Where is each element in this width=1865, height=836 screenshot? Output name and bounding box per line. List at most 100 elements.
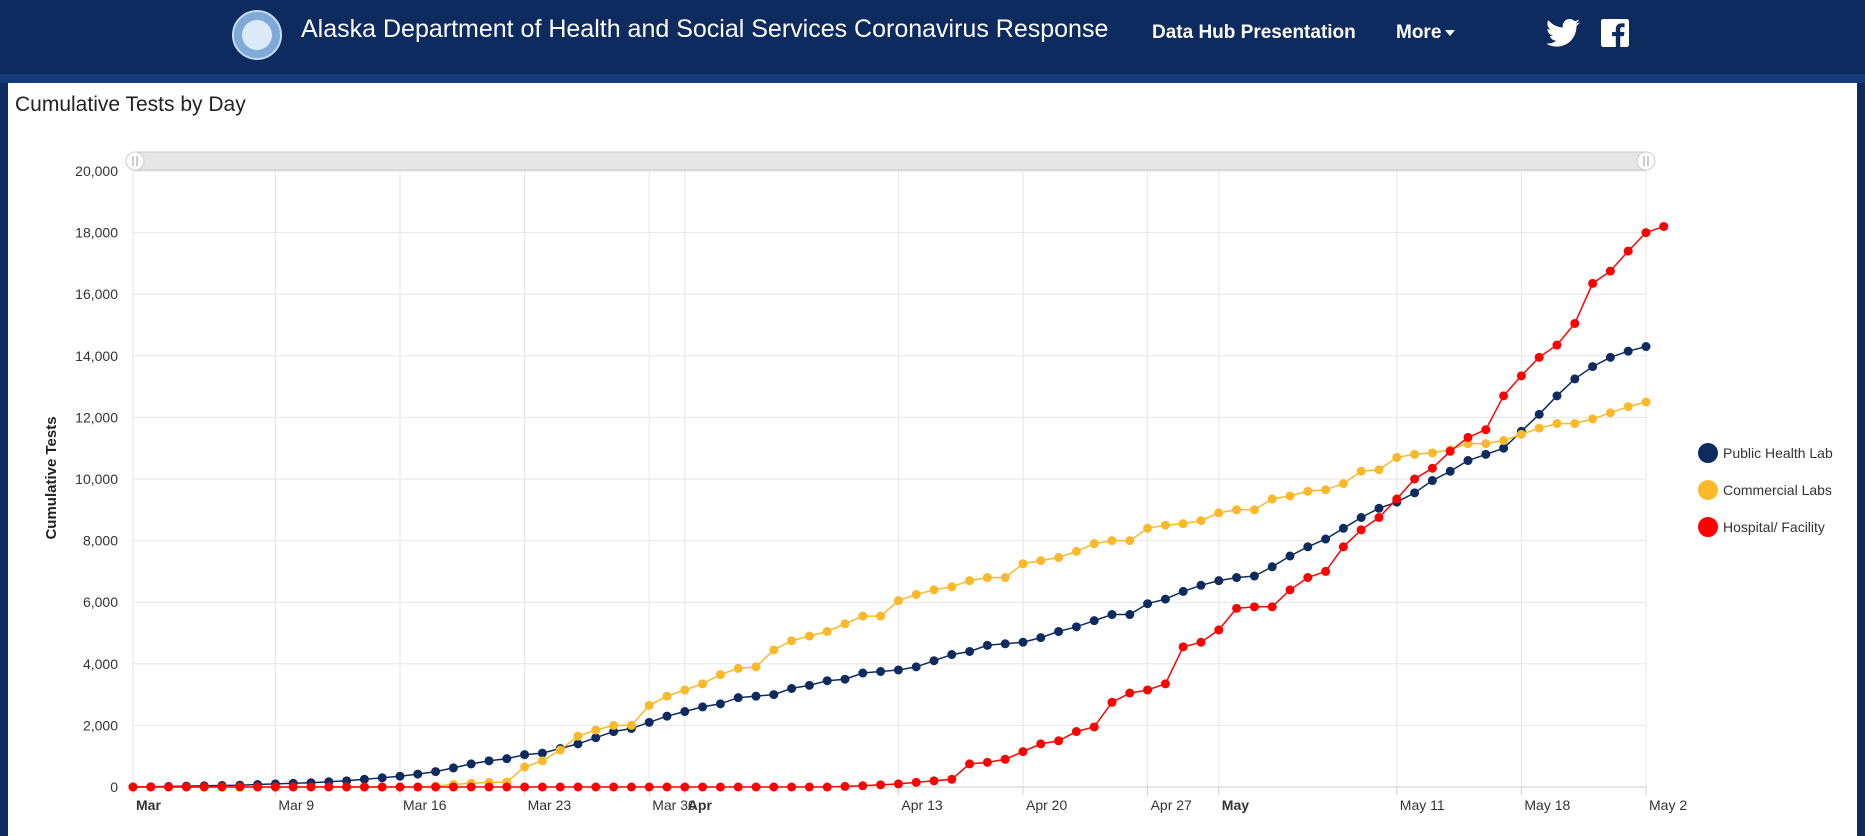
commercial-labs-data-point[interactable] — [626, 720, 636, 730]
hospital-facility-data-point[interactable] — [1463, 432, 1473, 442]
hospital-facility-data-point[interactable] — [1285, 585, 1295, 595]
public-health-lab-data-point[interactable] — [1641, 342, 1651, 352]
hospital-facility-data-point[interactable] — [1481, 425, 1491, 435]
hospital-facility-data-point[interactable] — [787, 782, 797, 792]
public-health-lab-data-point[interactable] — [947, 650, 957, 660]
public-health-lab-data-point[interactable] — [1054, 626, 1064, 636]
commercial-labs-data-point[interactable] — [893, 596, 903, 606]
commercial-labs-data-point[interactable] — [1196, 516, 1206, 526]
hospital-facility-legend-label[interactable]: Hospital/ Facility — [1723, 519, 1825, 535]
public-health-lab-data-point[interactable] — [911, 662, 921, 672]
commercial-labs-data-point[interactable] — [1605, 408, 1615, 418]
hospital-facility-data-point[interactable] — [1516, 371, 1526, 381]
hospital-facility-data-point[interactable] — [395, 782, 405, 792]
hospital-facility-data-point[interactable] — [769, 782, 779, 792]
commercial-labs-data-point[interactable] — [1623, 402, 1633, 412]
hospital-facility-data-point[interactable] — [1018, 747, 1028, 757]
hospital-facility-data-point[interactable] — [1321, 566, 1331, 576]
commercial-labs-data-point[interactable] — [555, 745, 565, 755]
hospital-facility-data-point[interactable] — [644, 782, 654, 792]
hospital-facility-data-point[interactable] — [199, 782, 209, 792]
state-seal-logo-icon[interactable] — [232, 10, 282, 60]
range-handle-left[interactable] — [125, 151, 145, 171]
commercial-labs-data-point[interactable] — [1054, 553, 1064, 563]
commercial-labs-data-point[interactable] — [804, 631, 814, 641]
hospital-facility-data-point[interactable] — [502, 782, 512, 792]
hospital-facility-data-point[interactable] — [1641, 228, 1651, 238]
hospital-facility-data-point[interactable] — [1303, 573, 1313, 583]
commercial-labs-data-point[interactable] — [1356, 466, 1366, 476]
public-health-lab-data-point[interactable] — [965, 646, 975, 656]
public-health-lab-data-point[interactable] — [1499, 443, 1509, 453]
hospital-facility-data-point[interactable] — [680, 782, 690, 792]
public-health-lab-data-point[interactable] — [609, 727, 619, 737]
public-health-lab-data-point[interactable] — [537, 748, 547, 758]
public-health-lab-data-point[interactable] — [1018, 637, 1028, 647]
public-health-lab-data-point[interactable] — [1356, 513, 1366, 522]
public-health-lab-data-point[interactable] — [982, 640, 992, 650]
commercial-labs-data-point[interactable] — [680, 685, 690, 695]
commercial-labs-data-point[interactable] — [1303, 486, 1313, 496]
hospital-facility-data-point[interactable] — [235, 782, 245, 792]
hospital-facility-data-point[interactable] — [804, 782, 814, 792]
public-health-lab-data-point[interactable] — [1000, 639, 1010, 649]
commercial-labs-data-point[interactable] — [644, 700, 654, 710]
public-health-lab-data-point[interactable] — [1196, 580, 1206, 590]
hospital-facility-data-point[interactable] — [626, 782, 636, 792]
hospital-facility-data-point[interactable] — [164, 782, 174, 792]
hospital-facility-data-point[interactable] — [1552, 340, 1562, 350]
commercial-labs-data-point[interactable] — [1285, 491, 1295, 501]
public-health-lab-data-point[interactable] — [1623, 346, 1633, 356]
public-health-lab-data-point[interactable] — [1338, 523, 1348, 533]
range-handle-right[interactable] — [1636, 151, 1656, 171]
public-health-lab-data-point[interactable] — [1107, 610, 1117, 620]
hospital-facility-data-point[interactable] — [911, 777, 921, 787]
hospital-facility-data-point[interactable] — [1499, 391, 1509, 401]
commercial-labs-data-point[interactable] — [1641, 397, 1651, 407]
commercial-labs-data-point[interactable] — [573, 731, 583, 741]
hospital-facility-data-point[interactable] — [466, 782, 476, 792]
commercial-labs-data-point[interactable] — [1178, 519, 1188, 529]
public-health-lab-data-point[interactable] — [484, 756, 494, 766]
hospital-facility-data-point[interactable] — [1659, 221, 1669, 231]
hospital-facility-data-point[interactable] — [876, 780, 886, 790]
hospital-facility-data-point[interactable] — [1232, 603, 1242, 613]
commercial-labs-data-point[interactable] — [609, 720, 619, 730]
public-health-lab-data-point[interactable] — [1214, 576, 1224, 586]
public-health-lab-data-point[interactable] — [644, 717, 654, 727]
commercial-labs-data-point[interactable] — [1338, 479, 1348, 489]
public-health-lab-data-point[interactable] — [1374, 503, 1384, 513]
public-health-lab-data-point[interactable] — [733, 693, 743, 703]
commercial-labs-data-point[interactable] — [1036, 556, 1046, 566]
public-health-lab-data-point[interactable] — [1125, 610, 1135, 620]
commercial-labs-data-point[interactable] — [947, 582, 957, 592]
commercial-labs-data-point[interactable] — [1374, 465, 1384, 475]
hospital-facility-data-point[interactable] — [253, 782, 263, 792]
hospital-facility-data-point[interactable] — [217, 782, 227, 792]
public-health-lab-data-point[interactable] — [1232, 573, 1242, 583]
hospital-facility-data-point[interactable] — [1605, 266, 1615, 276]
hospital-facility-data-point[interactable] — [537, 782, 547, 792]
public-health-lab-data-point[interactable] — [1570, 374, 1580, 384]
public-health-lab-data-point[interactable] — [431, 767, 441, 777]
hospital-facility-data-point[interactable] — [573, 782, 583, 792]
commercial-labs-legend-label[interactable]: Commercial Labs — [1723, 482, 1832, 498]
commercial-labs-data-point[interactable] — [929, 585, 939, 595]
commercial-labs-data-point[interactable] — [769, 645, 779, 655]
public-health-lab-data-point[interactable] — [591, 733, 601, 743]
public-health-lab-data-point[interactable] — [1249, 571, 1259, 581]
public-health-lab-data-point[interactable] — [395, 771, 405, 781]
commercial-labs-data-point[interactable] — [662, 691, 672, 701]
commercial-labs-data-point[interactable] — [858, 611, 868, 621]
commercial-labs-data-point[interactable] — [1552, 419, 1562, 429]
public-health-lab-data-point[interactable] — [1445, 466, 1455, 476]
public-health-lab-data-point[interactable] — [822, 676, 832, 686]
hospital-facility-data-point[interactable] — [840, 781, 850, 791]
commercial-labs-data-point[interactable] — [1516, 429, 1526, 439]
public-health-lab-data-point[interactable] — [502, 754, 512, 764]
range-scrollbar-track[interactable] — [132, 151, 1647, 171]
commercial-labs-data-point[interactable] — [911, 590, 921, 599]
hospital-facility-data-point[interactable] — [270, 782, 280, 792]
hospital-facility-data-point[interactable] — [1356, 525, 1366, 535]
public-health-lab-data-point[interactable] — [680, 707, 690, 717]
